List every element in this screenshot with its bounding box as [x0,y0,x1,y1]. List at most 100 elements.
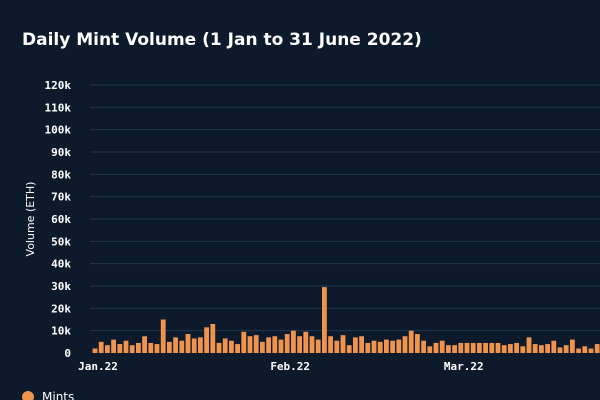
bar[interactable] [470,342,476,353]
bar[interactable] [185,334,191,353]
bar[interactable] [253,335,259,353]
bar[interactable] [328,336,333,353]
bar[interactable] [427,346,433,353]
bar[interactable] [315,339,321,353]
bar[interactable] [353,337,358,353]
bar[interactable] [384,339,389,353]
bar[interactable] [439,340,445,353]
bar[interactable] [229,340,234,353]
bar[interactable] [464,342,470,353]
bar[interactable] [191,338,197,353]
bar[interactable] [359,336,364,353]
bar[interactable] [545,344,550,353]
bar[interactable] [483,342,488,353]
bar[interactable] [365,342,371,353]
bar[interactable] [495,342,501,353]
bar[interactable] [136,342,141,353]
bars [92,287,600,354]
y-tick-label: 10k [51,325,71,338]
bar[interactable] [173,337,178,353]
bar[interactable] [514,342,519,353]
bar[interactable] [501,345,507,353]
bar[interactable] [415,334,420,353]
bar[interactable] [272,336,278,353]
bar[interactable] [508,344,513,353]
bar[interactable] [241,331,247,353]
bar[interactable] [148,342,154,353]
bar[interactable] [123,340,129,353]
y-tick-label: 90k [51,146,71,159]
y-tick-label: 40k [51,258,71,271]
bar[interactable] [594,344,600,353]
bar[interactable] [576,348,581,353]
y-tick-label: 60k [51,213,71,226]
y-tick-label: 80k [51,168,71,181]
bar[interactable] [167,341,172,353]
bar[interactable] [297,336,302,353]
bar[interactable] [390,340,395,353]
bar[interactable] [303,331,309,353]
bar[interactable] [371,340,377,353]
bar[interactable] [309,336,315,353]
bar[interactable] [266,337,271,353]
legend-marker-icon [22,391,34,400]
bar[interactable] [235,344,240,353]
bar[interactable] [204,327,209,353]
bar[interactable] [582,346,588,353]
bar[interactable] [98,341,104,353]
bar[interactable] [532,344,538,353]
bar[interactable] [551,340,557,353]
bar[interactable] [117,344,123,353]
bar[interactable] [346,345,352,353]
bar[interactable] [129,345,135,353]
y-tick-label: 50k [51,235,71,248]
bar[interactable] [210,323,216,353]
bar[interactable] [247,336,253,353]
bar[interactable] [520,346,526,353]
bar[interactable] [278,339,284,353]
bar[interactable] [446,345,451,353]
legend[interactable]: Mints [22,390,74,400]
bar[interactable] [396,339,402,353]
y-axis-label: Volume (ETH) [24,182,37,257]
bar[interactable] [142,336,147,353]
bar[interactable] [334,340,340,353]
bar[interactable] [557,347,563,353]
bar[interactable] [408,330,414,353]
y-tick-label: 100k [45,124,72,137]
bar[interactable] [322,287,327,353]
bar[interactable] [421,340,426,353]
y-tick-label: 120k [45,79,72,92]
bar[interactable] [402,336,408,353]
y-tick-label: 20k [51,302,71,315]
bar[interactable] [222,338,228,353]
bar[interactable] [105,345,110,353]
y-tick-label: 0 [64,347,71,360]
bar[interactable] [452,345,457,353]
bar[interactable] [570,339,575,353]
y-axis-ticks: 0 10k 20k 30k 40k 50k 60k 70k 80k 90k 100k 110k 120k [45,79,72,360]
bar[interactable] [489,342,495,353]
bar[interactable] [539,345,544,353]
bar[interactable] [284,334,290,353]
bar[interactable] [377,341,383,353]
bar[interactable] [433,342,439,353]
bar[interactable] [198,337,203,353]
bar[interactable] [340,335,346,353]
y-tick-label: 110k [45,101,72,114]
bar[interactable] [92,348,98,353]
bar[interactable] [291,330,296,353]
bar[interactable] [458,342,464,353]
bar[interactable] [563,345,569,353]
bar[interactable] [477,342,482,353]
bar[interactable] [179,340,185,353]
bar[interactable] [260,341,265,353]
bar[interactable] [216,342,222,353]
bar[interactable] [154,344,160,353]
bar[interactable] [111,339,116,353]
bar[interactable] [526,337,532,353]
bar[interactable] [160,319,166,354]
bar[interactable] [588,348,594,353]
